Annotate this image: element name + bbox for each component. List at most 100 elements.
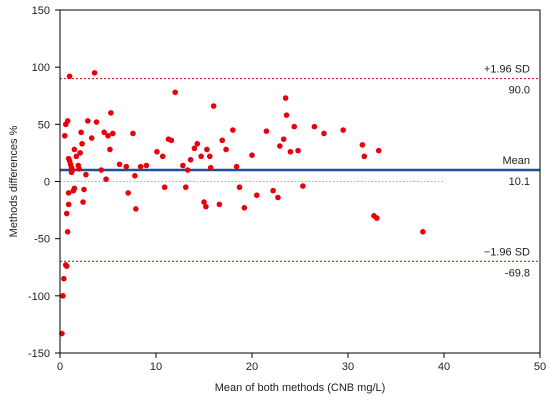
data-point <box>107 146 113 153</box>
data-point <box>133 206 139 212</box>
data-point <box>123 163 130 170</box>
data-point <box>241 204 248 211</box>
y-tick-label: -150 <box>28 348 50 360</box>
y-tick-label: -100 <box>28 291 50 303</box>
x-axis-title: Mean of both methods (CNB mg/L) <box>215 382 386 394</box>
data-point <box>283 112 290 118</box>
data-point <box>172 89 178 96</box>
data-point <box>65 201 72 208</box>
reference-labels: +1.96 SD 90.0 Mean 10.1 −1.96 SD -69.8 <box>484 64 530 280</box>
lower-label: −1.96 SD <box>484 246 530 258</box>
data-point <box>201 199 207 205</box>
data-point <box>98 167 105 173</box>
data-point <box>191 145 198 152</box>
y-axis-ticks: -150 -100 -50 0 50 100 150 <box>28 5 60 360</box>
data-point <box>291 123 298 130</box>
data-point <box>61 275 67 282</box>
data-point <box>76 166 82 172</box>
data-point <box>161 184 168 191</box>
data-point <box>83 171 89 178</box>
data-point <box>77 150 83 156</box>
data-point <box>374 215 380 221</box>
data-point <box>233 163 240 170</box>
data-point <box>116 161 123 168</box>
data-point <box>80 199 86 205</box>
x-tick-label: 10 <box>150 361 162 373</box>
data-point <box>79 140 85 147</box>
data-point <box>204 146 210 153</box>
data-point <box>137 163 144 170</box>
data-point <box>361 153 368 160</box>
data-point <box>62 132 68 139</box>
y-tick-label: -50 <box>34 234 50 246</box>
data-point <box>230 127 236 133</box>
data-point <box>103 176 109 183</box>
data-point <box>91 70 98 76</box>
data-point <box>64 229 71 235</box>
data-point <box>359 142 366 148</box>
data-point <box>263 128 270 134</box>
upper-value: 90.0 <box>509 85 530 97</box>
data-point <box>300 183 306 189</box>
y-tick-label: 0 <box>44 177 50 189</box>
data-point <box>143 162 150 169</box>
data-point <box>132 172 138 179</box>
data-point <box>270 187 276 194</box>
reference-lines <box>60 78 540 262</box>
y-axis-title: Methods differences % <box>8 125 20 237</box>
data-point <box>194 140 201 147</box>
data-point <box>78 129 84 136</box>
data-point <box>71 185 78 192</box>
data-point <box>277 143 283 149</box>
data-point <box>65 190 72 196</box>
data-point <box>275 194 281 201</box>
data-point <box>340 127 347 133</box>
data-point <box>130 130 136 137</box>
data-point <box>182 184 189 191</box>
data-point <box>85 118 91 124</box>
data-point <box>66 73 73 80</box>
data-point <box>63 210 70 217</box>
data-point <box>64 118 71 124</box>
data-points <box>59 70 426 337</box>
plot-frame <box>59 9 541 354</box>
data-point <box>216 201 223 208</box>
data-point <box>282 95 289 101</box>
data-point <box>68 169 75 176</box>
data-point <box>88 135 95 141</box>
data-point <box>311 123 318 130</box>
data-point <box>73 153 80 160</box>
data-point <box>206 153 213 160</box>
data-point <box>198 153 204 160</box>
data-point <box>81 186 87 193</box>
mean-label: Mean <box>502 155 530 167</box>
data-point <box>249 152 255 159</box>
data-point <box>71 146 78 153</box>
lower-value: -69.8 <box>505 267 530 279</box>
data-point <box>125 190 131 196</box>
data-point <box>375 147 382 154</box>
data-point <box>63 263 70 269</box>
data-point <box>287 148 294 155</box>
x-axis-ticks: 0 10 20 30 40 50 <box>57 353 546 373</box>
data-point <box>295 147 301 154</box>
mean-value: 10.1 <box>509 176 530 188</box>
y-tick-label: 100 <box>32 62 50 74</box>
data-point <box>236 184 243 191</box>
data-point <box>93 119 100 125</box>
x-tick-label: 50 <box>534 361 546 373</box>
data-point <box>110 130 116 137</box>
data-point <box>219 137 226 144</box>
data-point <box>203 203 209 210</box>
data-point <box>159 153 166 160</box>
data-point <box>180 162 186 169</box>
data-point <box>210 103 217 109</box>
data-point <box>187 156 194 163</box>
data-point <box>101 129 107 136</box>
upper-label: +1.96 SD <box>484 64 530 76</box>
data-point <box>108 110 114 116</box>
x-tick-label: 20 <box>246 361 258 373</box>
data-point <box>154 148 160 155</box>
data-point <box>280 136 287 142</box>
